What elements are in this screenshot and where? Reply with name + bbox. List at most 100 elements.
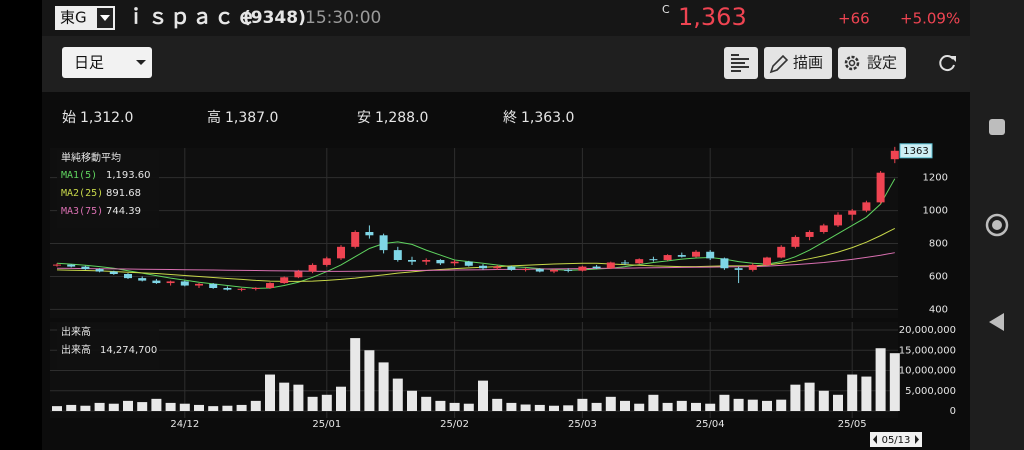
ohlc-value: 1,288.0 [375,110,428,126]
date-cursor: 05/13 [870,432,922,447]
y-tick-label: 600 [929,271,948,282]
candle-body [81,266,90,270]
ohlc-value: 1,312.0 [80,110,133,126]
next-arrow[interactable] [915,435,919,444]
gear-center [848,59,856,67]
volume-bar [818,390,829,411]
candle-body [876,172,885,203]
legend-title: 単純移動平均 [61,151,121,164]
candle-body [67,264,76,267]
indicator-button[interactable] [724,47,758,79]
candle-body [337,246,345,259]
legend-entry: MA1(5) [61,170,97,181]
candle-body [550,269,558,272]
button-bg [838,47,906,79]
candle-body [464,261,473,266]
stock-code: (9348) [243,8,306,28]
candle-body [422,260,431,262]
change: +66 [838,10,870,28]
volume-bar [719,394,730,411]
volume-bar [222,405,233,411]
ohlc-value: 1,363.0 [521,110,574,126]
y-tick-label: 20,000,000 [899,325,956,336]
cursor-date: 05/13 [882,435,911,446]
nav-home-dot [992,220,1002,230]
period-select[interactable]: 日足 [62,47,152,78]
candle-body [436,260,445,264]
volume-bar [676,400,687,411]
volume-bar [648,394,659,411]
candle-body [663,255,672,260]
volume-bar [250,400,261,411]
candle-body [195,283,203,286]
volume-bar [691,402,701,411]
candle-body [791,236,800,247]
exchange-select[interactable]: 東G [55,6,115,30]
nav-home[interactable] [985,213,1009,237]
volume-bar [492,398,503,411]
volume-bar [336,386,346,411]
candle-body [124,274,132,279]
draw-label: 描画 [793,54,823,72]
draw-button[interactable]: 描画 [764,47,832,79]
candle-body [748,264,757,270]
volume-bar [421,396,432,411]
prev-arrow[interactable] [873,435,877,444]
price-panel [50,148,898,318]
candle-body [479,265,487,269]
volume-bar [392,378,403,411]
volume-bar [463,403,474,411]
x-tick-label: 25/02 [440,419,469,430]
candle-body [507,266,516,270]
candle-body [351,232,360,247]
candle-body [138,278,147,281]
candle-body [379,235,388,251]
volume-bar [279,382,290,411]
time: 15:30:00 [305,8,381,28]
legend-value: 891.68 [106,188,141,199]
refresh-button[interactable] [939,55,956,72]
candle-body [706,251,715,259]
y-tick-label: 0 [950,406,956,417]
volume-bar [293,384,304,411]
last-price-label: 1363 [903,146,928,157]
volume-bar [435,400,446,411]
candle-body [890,150,899,160]
volume-bar [108,403,119,411]
change-percent: +5.09% [900,10,960,28]
legend-value: 14,274,700 [100,345,157,356]
volume-bar [449,402,460,411]
stock-name: ｉｓｐａｃｅ [126,5,258,30]
volume-bar [265,374,275,411]
nav-recent[interactable] [989,119,1005,135]
candle-body [223,288,232,290]
volume-bar [833,394,843,411]
settings-button[interactable]: 設定 [838,47,906,79]
x-tick-label: 25/03 [568,419,597,430]
candle-body [564,269,573,271]
volume-bar [478,380,488,411]
nav-back[interactable] [989,313,1004,331]
dropdown-arrow [136,60,146,65]
candle-body [592,266,601,269]
candle-body [763,257,771,265]
candle-body [649,259,658,261]
volume-bar [889,353,900,411]
refresh-arrow [950,56,956,62]
volume-bar [861,376,872,411]
volume-bar [307,396,318,411]
candle-body [734,268,743,270]
volume-bar [66,404,77,411]
candle-body [152,280,161,284]
candle-body [621,262,629,264]
volume-bar [165,402,176,411]
x-tick-label: 24/12 [170,419,199,430]
list-icon [731,54,749,72]
candle-body [720,258,729,269]
candle-body [848,210,857,215]
plot-layer: 400 600 800 1000 1200 24/12 25/01 25/02 25/03 25/… [50,143,956,430]
volume-bar [549,405,559,411]
candle-body [521,269,530,271]
candle-body [209,283,218,288]
candle-body [53,264,61,266]
